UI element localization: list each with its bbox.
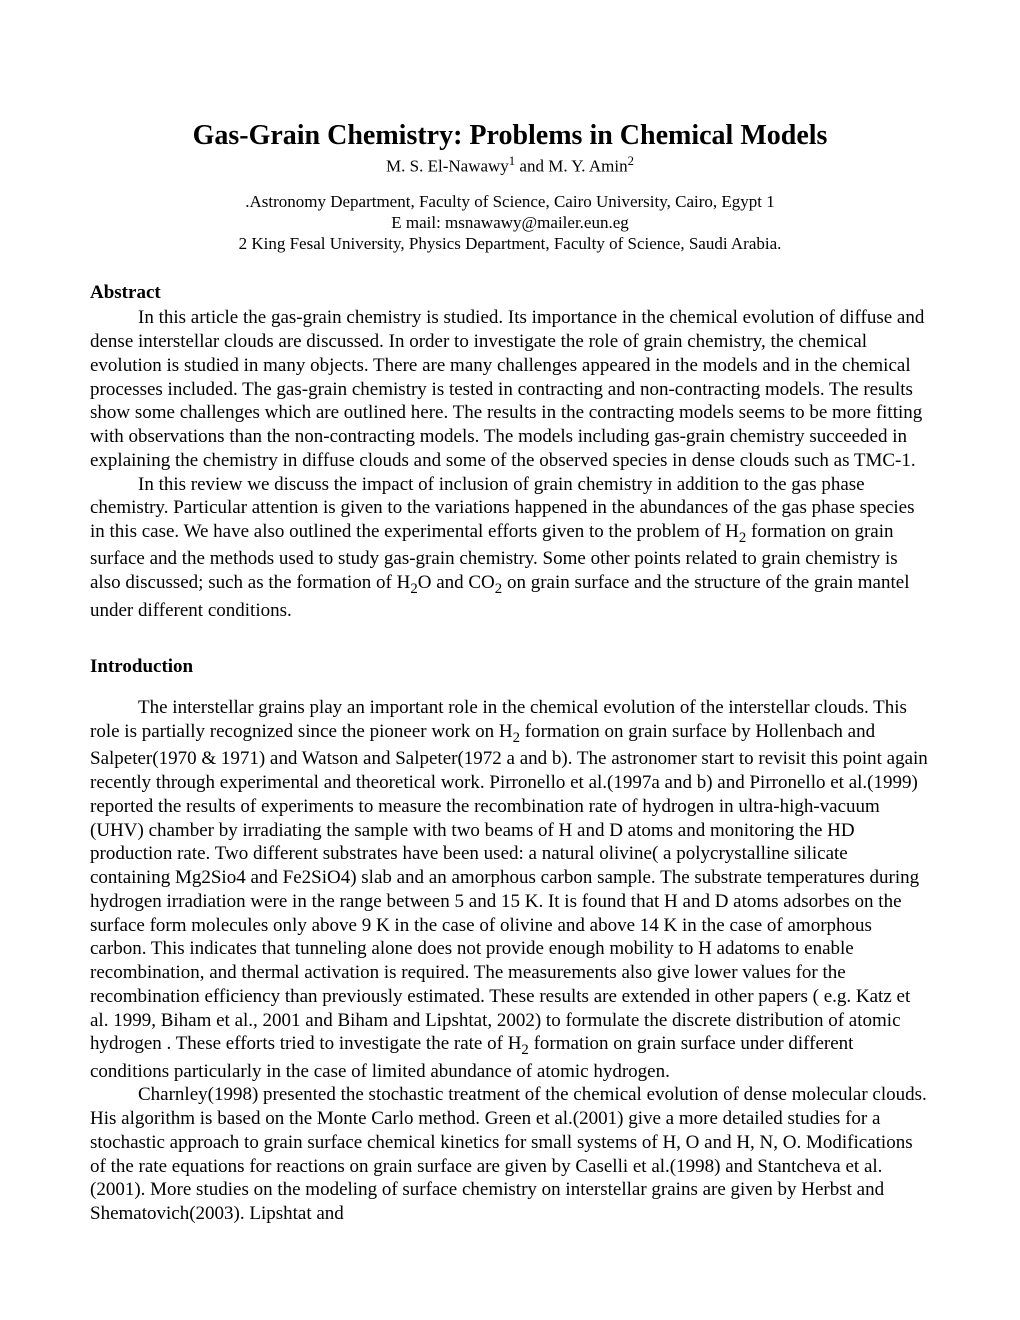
affiliation-email: E mail: msnawawy@mailer.eun.eg (90, 212, 930, 233)
abstract-paragraph: In this review we discuss the impact of … (90, 473, 930, 623)
paper-title: Gas-Grain Chemistry: Problems in Chemica… (90, 120, 930, 152)
intro-paragraph: Charnley(1998) presented the stochastic … (90, 1083, 930, 1226)
affiliation-line-1: .Astronomy Department, Faculty of Scienc… (90, 191, 930, 212)
abstract-paragraph: In this article the gas-grain chemistry … (90, 306, 930, 472)
intro-paragraph: The interstellar grains play an importan… (90, 696, 930, 1083)
abstract-heading: Abstract (90, 282, 930, 304)
author-line: M. S. El-Nawawy1 and M. Y. Amin2 (90, 154, 930, 177)
affiliation-line-2: 2 King Fesal University, Physics Departm… (90, 233, 930, 254)
document-page: Gas-Grain Chemistry: Problems in Chemica… (0, 0, 1020, 1266)
introduction-heading: Introduction (90, 656, 930, 678)
